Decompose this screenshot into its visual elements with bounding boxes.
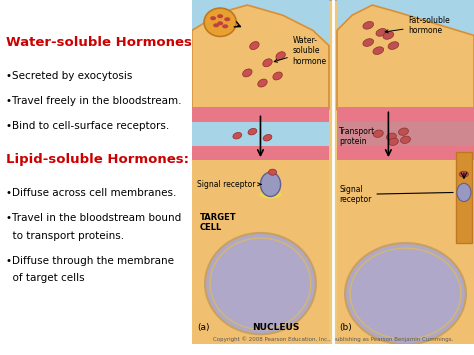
- Ellipse shape: [250, 42, 259, 50]
- Ellipse shape: [243, 69, 252, 77]
- Ellipse shape: [224, 17, 230, 21]
- Ellipse shape: [363, 39, 374, 47]
- Text: Fat-soluble
hormone: Fat-soluble hormone: [385, 16, 450, 35]
- Text: (a): (a): [197, 323, 210, 332]
- Text: Copyright © 2008 Pearson Education, Inc., publishing as Pearson Benjamin Cumming: Copyright © 2008 Pearson Education, Inc.…: [213, 337, 453, 342]
- Text: Transport
protein: Transport protein: [339, 127, 375, 146]
- Bar: [192, 0, 329, 109]
- Ellipse shape: [222, 24, 228, 28]
- Ellipse shape: [261, 172, 281, 196]
- Ellipse shape: [259, 190, 282, 198]
- Ellipse shape: [363, 22, 374, 29]
- Ellipse shape: [457, 183, 471, 202]
- Ellipse shape: [263, 135, 272, 141]
- Text: •Travel in the bloodstream bound: •Travel in the bloodstream bound: [6, 213, 181, 223]
- Text: •Bind to cell-surface receptors.: •Bind to cell-surface receptors.: [6, 121, 169, 131]
- Text: Signal
receptor: Signal receptor: [339, 185, 453, 204]
- Ellipse shape: [205, 233, 316, 334]
- Bar: [192, 146, 329, 160]
- Ellipse shape: [210, 16, 216, 20]
- Bar: [337, 0, 474, 109]
- Ellipse shape: [399, 128, 409, 135]
- Text: of target cells: of target cells: [6, 273, 84, 283]
- Polygon shape: [337, 5, 474, 109]
- Ellipse shape: [217, 21, 223, 25]
- Ellipse shape: [204, 8, 236, 37]
- Ellipse shape: [213, 23, 219, 27]
- Text: Water-
soluble
hormone: Water- soluble hormone: [274, 36, 327, 66]
- Text: •Travel freely in the bloodstream.: •Travel freely in the bloodstream.: [6, 96, 182, 106]
- Text: NUCLEUS: NUCLEUS: [252, 323, 300, 332]
- Text: Lipid-soluble Hormones:: Lipid-soluble Hormones:: [6, 153, 189, 166]
- Text: TARGET
CELL: TARGET CELL: [200, 213, 237, 232]
- Text: (b): (b): [339, 323, 352, 332]
- Bar: [337, 121, 474, 146]
- Text: •Diffuse across cell membranes.: •Diffuse across cell membranes.: [6, 188, 176, 198]
- Text: Water-soluble Hormones:: Water-soluble Hormones:: [6, 36, 197, 49]
- Text: Signal receptor: Signal receptor: [197, 180, 261, 189]
- Bar: [337, 160, 474, 344]
- Ellipse shape: [374, 130, 383, 137]
- Ellipse shape: [345, 243, 466, 344]
- Ellipse shape: [388, 42, 399, 49]
- Bar: [456, 152, 472, 243]
- Bar: [337, 107, 474, 121]
- Ellipse shape: [383, 32, 394, 39]
- Text: •Secreted by exocytosis: •Secreted by exocytosis: [6, 71, 132, 81]
- Ellipse shape: [217, 14, 223, 18]
- Bar: [337, 146, 474, 160]
- Ellipse shape: [248, 129, 257, 135]
- Ellipse shape: [233, 132, 242, 139]
- Ellipse shape: [376, 28, 387, 36]
- Bar: [192, 121, 329, 146]
- Ellipse shape: [263, 59, 272, 67]
- Ellipse shape: [389, 138, 398, 146]
- Polygon shape: [192, 5, 329, 109]
- Ellipse shape: [268, 169, 277, 175]
- Bar: [192, 160, 329, 344]
- Ellipse shape: [386, 133, 396, 140]
- Ellipse shape: [401, 136, 410, 143]
- Text: to transport proteins.: to transport proteins.: [6, 231, 124, 241]
- Ellipse shape: [276, 52, 285, 60]
- Text: •Diffuse through the membrane: •Diffuse through the membrane: [6, 256, 174, 266]
- Ellipse shape: [258, 79, 267, 87]
- Bar: [192, 107, 329, 121]
- Ellipse shape: [459, 171, 468, 177]
- Ellipse shape: [373, 47, 383, 54]
- Ellipse shape: [273, 72, 283, 80]
